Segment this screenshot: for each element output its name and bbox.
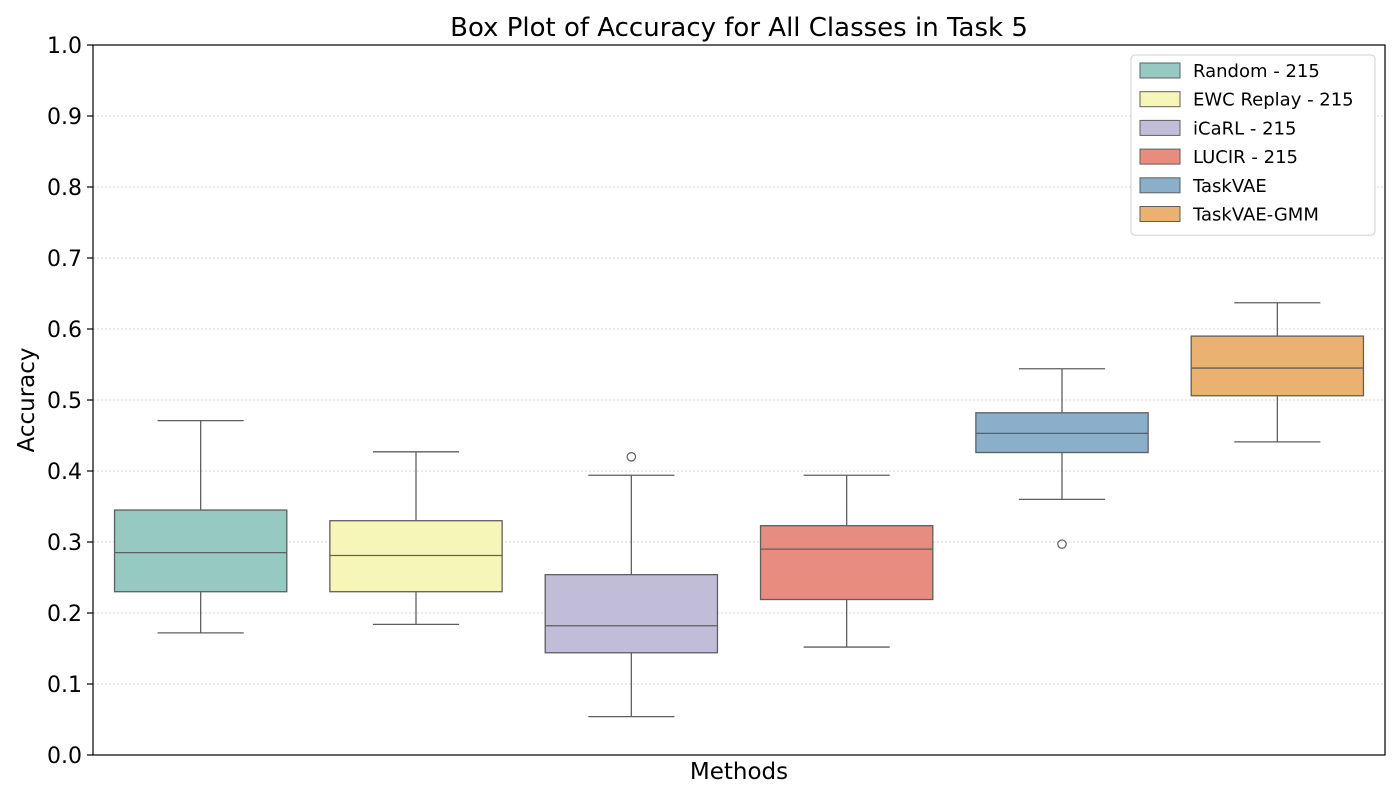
legend: Random - 215 EWC Replay - 215 iCaRL - 215 L… xyxy=(1130,54,1376,236)
x-axis-label: Methods xyxy=(690,759,788,785)
y-tick-label: 0.6 xyxy=(47,318,82,343)
box-group xyxy=(1190,302,1365,443)
outlier-point xyxy=(626,451,637,462)
chart-title: Box Plot of Accuracy for All Classes in … xyxy=(450,13,1028,43)
legend-label: TaskVAE xyxy=(1192,176,1267,197)
y-tick-label: 0.7 xyxy=(47,247,82,272)
legend-label: EWC Replay - 215 xyxy=(1193,90,1354,111)
legend-swatch xyxy=(1139,148,1181,165)
legend-label: Random - 215 xyxy=(1193,61,1320,82)
box-body xyxy=(759,525,934,601)
legend-swatch xyxy=(1139,62,1181,79)
box-group xyxy=(975,368,1149,549)
outlier-point xyxy=(1057,539,1067,549)
y-tick-label: 0.1 xyxy=(47,673,82,698)
box-body xyxy=(1190,335,1365,397)
y-tick-label: 0.5 xyxy=(47,389,82,414)
y-tick-label: 0.4 xyxy=(47,460,82,485)
legend-frame xyxy=(1130,54,1376,236)
y-tick-label: 0.9 xyxy=(47,105,82,130)
y-tick-label: 0.0 xyxy=(47,744,82,769)
y-ticks: 0.0 0.1 0.2 0.3 0.4 0.5 0.6 0.7 0.8 0.9 1.0 xyxy=(47,34,93,769)
box-body xyxy=(975,412,1149,454)
y-tick-label: 0.3 xyxy=(47,531,82,556)
legend-swatch xyxy=(1139,206,1181,222)
legend-label: TaskVAE-GMM xyxy=(1192,205,1319,226)
box-body xyxy=(329,520,503,593)
y-tick-label: 0.8 xyxy=(47,176,82,201)
y-axis-label: Accuracy xyxy=(14,347,40,452)
legend-swatch xyxy=(1139,91,1181,108)
box-body xyxy=(544,574,719,654)
y-tick-label: 1.0 xyxy=(47,34,82,59)
y-tick-label: 0.2 xyxy=(47,602,82,627)
boxes-layer xyxy=(113,302,1365,718)
box-group xyxy=(113,419,288,634)
legend-label: iCaRL - 215 xyxy=(1193,118,1296,139)
box-group xyxy=(759,474,934,648)
box-group xyxy=(544,451,719,718)
legend-swatch xyxy=(1139,177,1181,194)
legend-swatch xyxy=(1139,119,1181,136)
box-group xyxy=(329,451,503,626)
box-body xyxy=(113,509,288,593)
legend-label: LUCIR - 215 xyxy=(1193,147,1298,168)
